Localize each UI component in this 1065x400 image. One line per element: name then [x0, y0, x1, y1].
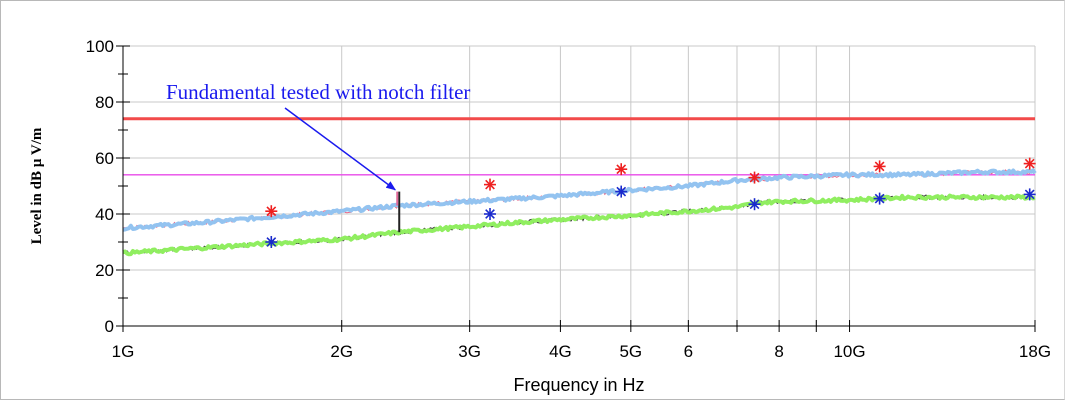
annotation-text: Fundamental tested with notch filter: [166, 80, 470, 104]
y-tick-label: 40: [95, 205, 114, 224]
x-tick-label: 5G: [619, 342, 642, 361]
average-marker: [748, 198, 761, 211]
marker-stroke: [485, 179, 495, 190]
x-tick-label: 2G: [330, 342, 353, 361]
marker-stroke: [266, 237, 277, 247]
x-axis-label: Frequency in Hz: [513, 375, 644, 395]
average-marker: [265, 236, 278, 248]
average-marker: [615, 185, 628, 198]
x-tick-label: 3G: [458, 342, 481, 361]
peak-marker: [265, 205, 278, 218]
average-marker: [873, 192, 886, 205]
y-tick-label: 0: [105, 317, 114, 336]
marker-stroke: [616, 164, 627, 175]
axes: 0 20 40 60 80 100 1G 2G 3G 4G 5G 6 8 10G 18G: [86, 37, 1051, 361]
x-tick-label: 8: [774, 342, 783, 361]
peak-marker: [873, 160, 886, 173]
axis-labels: Frequency in Hz Level in dB µ V/m: [29, 127, 645, 395]
x-tick-label: 1G: [112, 342, 135, 361]
marker-stroke: [1024, 189, 1035, 200]
annotation-arrow: [284, 107, 397, 191]
average-marker: [1023, 188, 1036, 201]
marker-stroke: [616, 186, 627, 197]
y-axis-label: Level in dB µ V/m: [29, 127, 45, 244]
marker-stroke: [874, 193, 885, 204]
marker-stroke: [749, 172, 760, 183]
limit-lines: [123, 117, 1035, 176]
peak-marker: [1023, 157, 1036, 170]
y-tick-label: 20: [95, 261, 114, 280]
x-tick-label: 4G: [549, 342, 572, 361]
marker-stroke: [749, 199, 760, 210]
marker-stroke: [874, 161, 885, 172]
marker-stroke: [485, 209, 495, 219]
y-tick-label: 100: [86, 37, 114, 56]
y-tick-label: 60: [95, 149, 114, 168]
average-marker: [484, 208, 497, 220]
peak-marker: [615, 163, 628, 176]
x-tick-label: 18G: [1019, 342, 1051, 361]
y-tick-label: 80: [95, 93, 114, 112]
annotation: Fundamental tested with notch filter: [166, 80, 470, 191]
series-layer: [122, 168, 1037, 257]
marker-stroke: [1024, 158, 1035, 169]
series-line: [122, 168, 1037, 232]
marker-layer: [265, 157, 1036, 248]
x-tick-label: 6: [684, 342, 693, 361]
x-tick-label: 10G: [833, 342, 865, 361]
peak-marker: [748, 171, 761, 184]
series-line: [122, 193, 1036, 257]
marker-stroke: [266, 206, 277, 217]
peak-marker: [484, 178, 497, 191]
